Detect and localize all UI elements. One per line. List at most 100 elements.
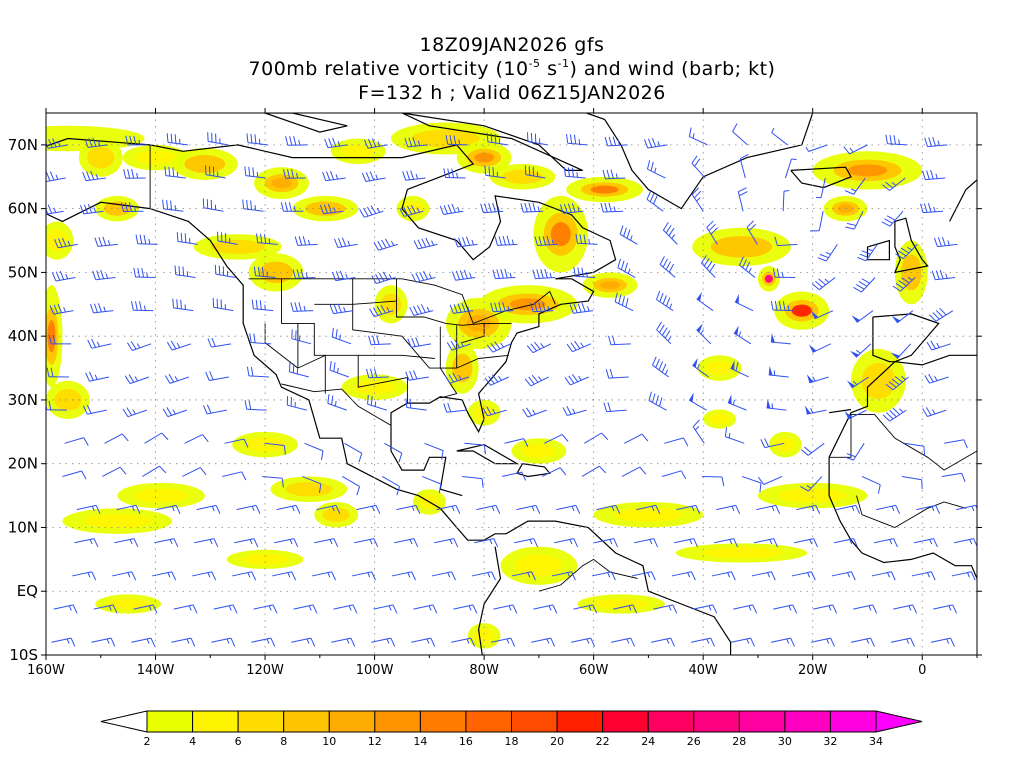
barb-feather <box>886 215 896 221</box>
barb-feather <box>494 236 499 246</box>
barb-feather <box>504 268 508 279</box>
barb-half-feather <box>146 272 149 278</box>
barb-staff <box>133 604 154 610</box>
barb-feather <box>604 136 609 147</box>
wind-barb <box>443 168 466 179</box>
barb-half-feather <box>466 638 470 644</box>
wind-barb <box>701 255 716 278</box>
barb-feather <box>564 377 571 386</box>
wind-barb <box>924 373 949 384</box>
wind-barb <box>411 637 436 647</box>
y-tick-label: 20N <box>8 455 38 473</box>
barb-feather <box>333 304 338 314</box>
coastline <box>893 217 929 274</box>
wind-barb <box>885 134 908 146</box>
barb-half-feather <box>806 485 812 489</box>
barb-half-feather <box>825 251 831 255</box>
barb-half-feather <box>492 408 496 414</box>
wind-barb <box>242 199 264 212</box>
barb-half-feather <box>651 506 655 512</box>
wind-barb <box>413 237 438 250</box>
barb-staff <box>793 538 814 544</box>
barb-feather <box>750 637 755 647</box>
barb-staff <box>74 538 95 544</box>
barb-staff <box>648 400 667 411</box>
barb-staff <box>62 470 82 477</box>
wind-barb <box>853 604 878 614</box>
barb-half-feather <box>934 376 938 381</box>
barb-feather <box>890 571 896 581</box>
barb-staff <box>376 277 396 284</box>
barb-half-feather <box>65 273 69 280</box>
barb-feather <box>894 376 903 383</box>
wind-barb <box>327 394 347 411</box>
barb-half-feather <box>578 375 582 381</box>
wind-barb <box>573 267 596 279</box>
barb-feather <box>932 136 936 147</box>
wind-barb <box>364 138 388 149</box>
barb-feather <box>327 394 330 404</box>
wind-barb <box>741 475 762 493</box>
coastline <box>894 354 977 366</box>
barb-feather <box>396 486 401 496</box>
colorbar-swatch <box>192 710 239 733</box>
barb-half-feather <box>812 376 816 382</box>
barb-staff <box>209 376 230 381</box>
barb-feather <box>621 296 625 306</box>
barb-feather <box>244 166 247 176</box>
colorbar-label: 34 <box>869 735 883 748</box>
barb-feather <box>530 343 537 352</box>
barb-feather <box>858 281 868 287</box>
wind-barb <box>246 133 268 146</box>
barb-feather <box>536 269 540 279</box>
barb-feather <box>688 127 692 137</box>
wind-barb <box>373 604 398 614</box>
barb-feather <box>630 637 636 647</box>
wind-barb <box>244 400 267 411</box>
barb-feather <box>498 236 503 246</box>
barb-staff <box>607 144 628 147</box>
wind-barb <box>811 277 836 291</box>
wind-barb <box>246 366 269 378</box>
barb-half-feather <box>706 638 710 644</box>
barb-half-feather <box>771 127 775 133</box>
political-border <box>281 278 408 404</box>
barb-staff <box>619 233 638 245</box>
barb-staff <box>327 402 347 411</box>
wind-barb <box>411 270 436 283</box>
barb-half-feather <box>971 506 975 512</box>
political-border <box>314 300 397 305</box>
barb-staff <box>531 637 551 643</box>
barb-staff <box>746 227 758 245</box>
barb-feather <box>83 204 89 214</box>
barb-staff <box>91 343 112 349</box>
barb-half-feather <box>209 539 213 545</box>
wind-barb <box>730 360 749 378</box>
wind-barb <box>733 325 752 345</box>
barb-staff <box>152 571 172 577</box>
barb-feather <box>491 571 496 581</box>
wind-barb <box>732 123 748 146</box>
wind-barb <box>312 571 337 581</box>
barb-feather <box>563 166 567 177</box>
barb-staff <box>95 277 116 281</box>
barb-staff <box>251 637 272 643</box>
barb-feather <box>655 395 659 405</box>
wind-barb <box>236 504 261 515</box>
barb-half-feather <box>94 374 98 380</box>
barb-staff <box>490 376 509 386</box>
barb-half-feather <box>969 539 973 545</box>
barb-feather <box>933 538 938 548</box>
barb-feather <box>608 136 613 146</box>
barb-half-feather <box>547 305 550 312</box>
wind-barb <box>256 233 278 245</box>
political-border <box>297 323 326 394</box>
barb-feather <box>178 265 181 276</box>
wind-barb <box>603 402 627 413</box>
barb-staff <box>889 409 907 422</box>
barb-half-feather <box>171 506 175 512</box>
wind-barb <box>352 571 376 581</box>
wind-barb <box>800 476 823 492</box>
barb-feather <box>661 363 667 373</box>
barb-half-feather <box>107 240 111 246</box>
